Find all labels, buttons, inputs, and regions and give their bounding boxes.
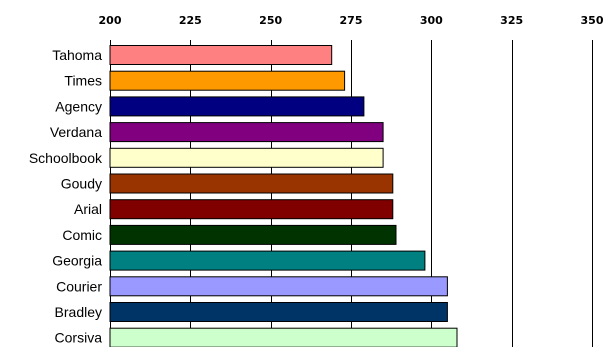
bar — [109, 70, 346, 91]
bar — [109, 250, 426, 271]
x-tick-label: 250 — [259, 14, 282, 27]
category-label: Schoolbook — [29, 150, 103, 166]
category-label: Comic — [62, 227, 102, 243]
category-label: Agency — [55, 98, 102, 114]
category-label: Tahoma — [52, 47, 102, 63]
category-label: Courier — [56, 278, 102, 294]
category-label: Corsiva — [55, 330, 103, 346]
x-tick-label: 325 — [500, 14, 523, 27]
category-label: Goudy — [61, 176, 102, 192]
bar — [109, 96, 365, 117]
bar — [109, 327, 458, 347]
bar — [109, 147, 384, 168]
category-label: Georgia — [52, 253, 102, 269]
x-tick-label: 225 — [179, 14, 202, 27]
bar — [109, 173, 394, 194]
bar — [109, 199, 394, 220]
x-axis-ticks: 200 225 250 275 300 325 350 — [99, 14, 604, 27]
bar — [109, 122, 384, 143]
category-label: Arial — [74, 201, 102, 217]
x-tick-label: 300 — [420, 14, 443, 27]
bar — [109, 45, 333, 65]
x-tick-label: 350 — [581, 14, 604, 27]
category-label: Bradley — [55, 304, 102, 320]
x-tick-label: 275 — [340, 14, 363, 27]
category-labels: Tahoma Times Agency Verdana Schoolbook G… — [29, 47, 103, 346]
bar — [109, 276, 448, 297]
bar — [109, 224, 397, 245]
bars — [109, 45, 458, 347]
bar — [109, 302, 448, 322]
category-label: Verdana — [50, 124, 102, 140]
category-label: Times — [64, 73, 102, 89]
x-tick-label: 200 — [99, 14, 122, 27]
